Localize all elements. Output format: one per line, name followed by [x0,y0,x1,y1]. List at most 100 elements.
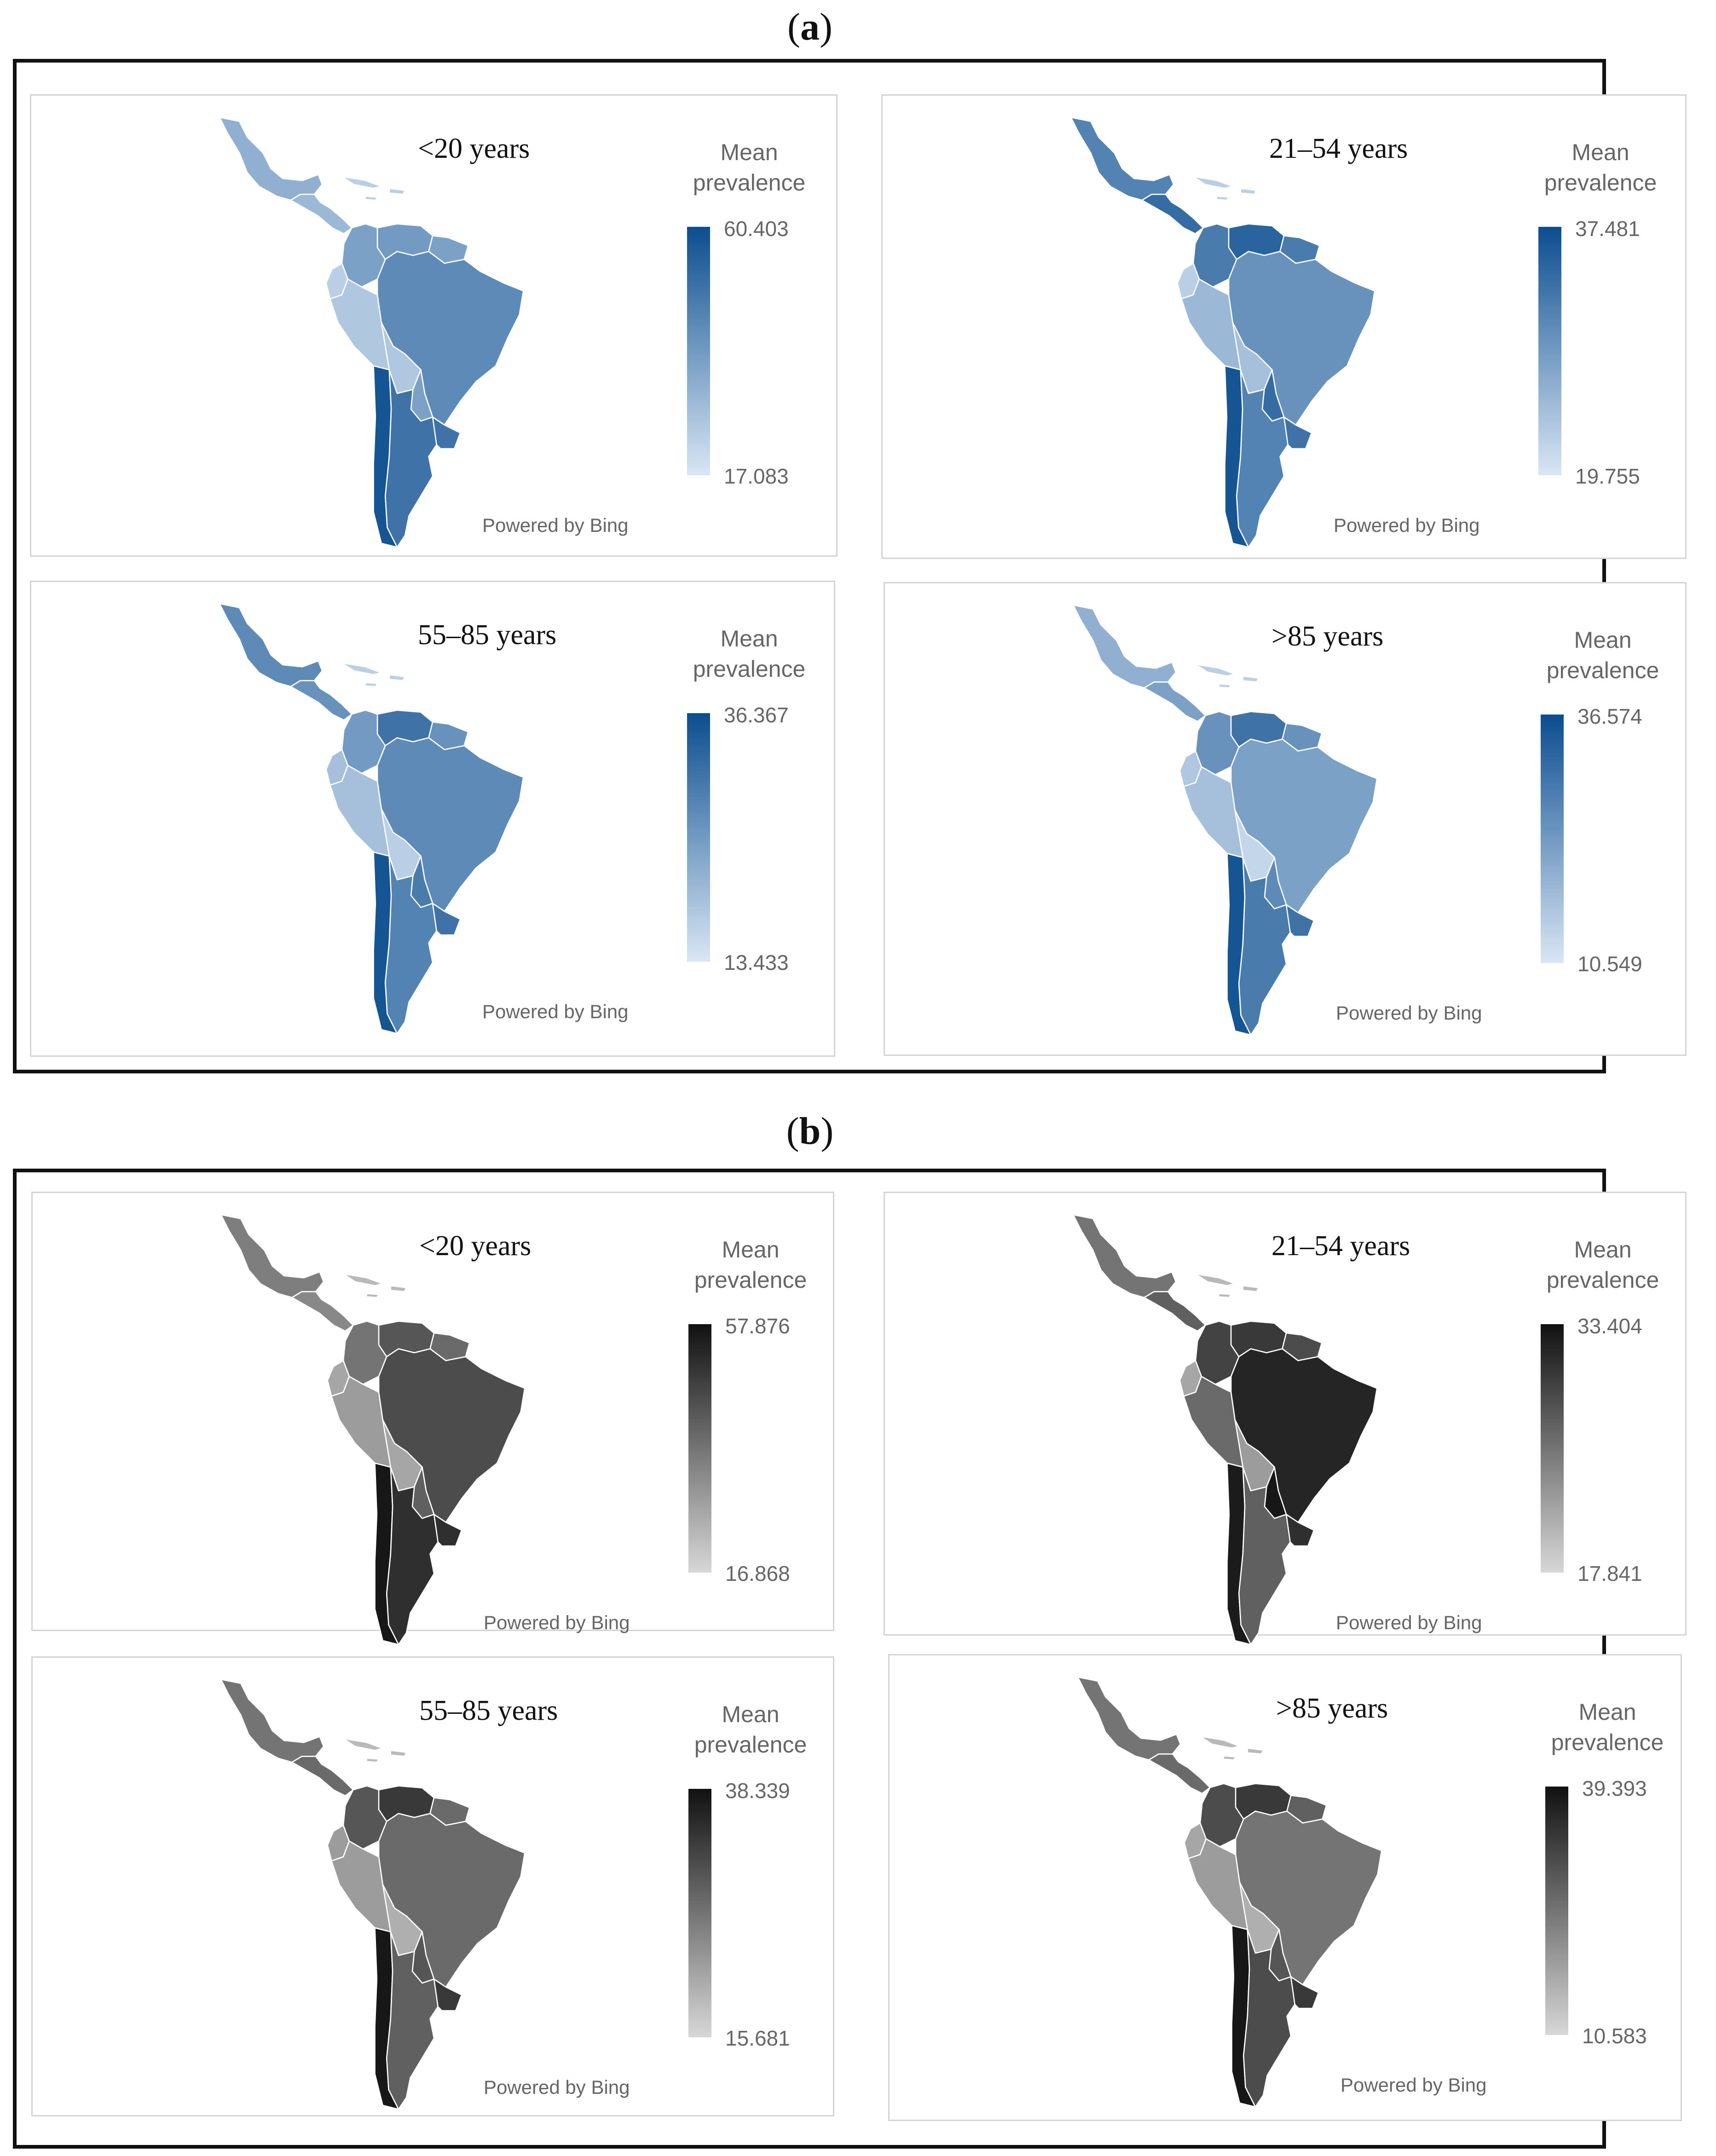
legend-title-text: Mean prevalence [1546,627,1659,683]
caribbean-island [1195,1273,1236,1286]
caribbean-island [390,1285,407,1292]
legend-min-value: 13.433 [724,951,789,974]
caribbean-island [1242,1285,1260,1292]
caribbean-island [1242,675,1260,683]
legend-title-text: Mean prevalence [693,626,806,682]
country-argentina [386,1931,447,2110]
country-uruguay [432,903,461,936]
choropleth-map [219,603,524,1034]
country-central-america [1141,194,1204,235]
country-argentina [1238,1466,1299,1645]
section-label-b: (b) [786,1110,834,1153]
country-uruguay [433,1514,462,1547]
choropleth-map [220,1214,526,1645]
map-credit: Powered by Bing [1340,2074,1487,2096]
legend-max-value: 57.876 [725,1314,790,1338]
choropleth-map [220,1678,526,2110]
legend-title: Mean prevalence [666,623,832,684]
country-mexico [219,603,323,687]
legend-title-text: Mean prevalence [1544,139,1657,196]
panel-title: <20 years [419,1230,532,1262]
caribbean-island [1199,1735,1240,1749]
panel-title: 55–85 years [419,1695,558,1726]
country-central-america [1144,1291,1206,1332]
country-uruguay [433,1978,462,2012]
panel-group-a [13,59,1606,1073]
country-uruguay [1285,1514,1315,1547]
country-uruguay [1283,416,1312,450]
legend-color-bar [688,1324,711,1573]
map-credit: Powered by Bing [482,514,629,536]
legend-max-value: 33.404 [1577,1314,1642,1338]
legend-color-bar [687,227,710,475]
map-credit: Powered by Bing [1336,1002,1482,1024]
map-panel: >85 years Mean prevalence 39.393 10.583 Powe… [888,1654,1682,2121]
section-label-a: (a) [787,6,832,48]
country-mexico [1077,1676,1181,1761]
legend-title-text: Mean prevalence [694,1237,807,1293]
panel-title: 55–85 years [418,619,557,651]
caribbean-island [390,1750,407,1757]
panel-title: 21–54 years [1271,1230,1410,1262]
legend-title: Mean prevalence [666,137,832,198]
caribbean-island [364,682,378,687]
caribbean-island [342,1738,383,1751]
panel-title: <20 years [418,133,530,164]
country-argentina [386,1466,447,1645]
choropleth-map [1070,116,1375,548]
country-argentina [384,369,445,548]
legend-color-bar [1541,715,1564,963]
legend-color-bar [1545,1787,1568,2035]
legend-title: Mean prevalence [1525,1697,1690,1758]
country-central-america [291,1291,354,1332]
legend-title: Mean prevalence [1518,137,1683,198]
legend-color-bar [1538,227,1561,475]
legend-title-text: Mean prevalence [1546,1237,1659,1293]
legend-min-value: 15.681 [725,2026,790,2050]
country-central-america [290,194,352,235]
caribbean-island [388,674,406,681]
legend-color-bar [687,713,710,962]
country-uruguay [432,416,461,450]
caribbean-island [364,196,378,201]
choropleth-map [1077,1676,1382,2108]
caribbean-island [341,176,382,189]
country-argentina [384,855,445,1034]
choropleth-map [219,116,524,548]
legend-color-bar [1541,1324,1564,1573]
map-credit: Powered by Bing [484,2076,630,2098]
legend-title: Mean prevalence [668,1699,833,1760]
country-mexico [220,1678,324,1763]
map-panel: <20 years Mean prevalence 60.403 17.083 Powe… [30,94,838,557]
caribbean-island [1192,176,1233,189]
legend-title-text: Mean prevalence [1551,1699,1664,1755]
legend-title: Mean prevalence [1520,1234,1686,1295]
country-uruguay [1290,1976,1319,2009]
panel-title: 21–54 years [1269,133,1408,164]
country-mexico [1073,1214,1177,1298]
legend-title-text: Mean prevalence [694,1701,807,1758]
country-argentina [1236,369,1297,548]
map-panel: 55–85 years Mean prevalence 38.339 15.681 Po… [31,1656,834,2116]
map-panel: 55–85 years Mean prevalence 36.367 13.433 Po… [30,581,835,1057]
country-mexico [1070,116,1174,201]
caribbean-island [1195,663,1236,677]
country-uruguay [1285,904,1315,937]
caribbean-island [388,188,406,195]
caribbean-island [342,1273,383,1286]
legend-title: Mean prevalence [1520,625,1686,686]
map-panel: 21–54 years Mean prevalence 33.404 17.841 Po… [884,1192,1687,1645]
caribbean-island [1247,1747,1264,1755]
map-credit: Powered by Bing [1336,1612,1482,1633]
legend-max-value: 38.339 [725,1779,790,1803]
map-panel: >85 years Mean prevalence 36.574 10.549 Powe… [884,582,1687,1056]
map-credit: Powered by Bing [484,1612,630,1633]
country-argentina [1243,1929,1304,2108]
country-central-america [1148,1753,1211,1794]
legend-color-bar [688,1789,711,2037]
legend-min-value: 16.868 [725,1562,790,1585]
caribbean-island [365,1293,380,1298]
legend-max-value: 37.481 [1575,217,1640,241]
legend-max-value: 39.393 [1582,1776,1647,1800]
caribbean-island [1218,1293,1232,1298]
